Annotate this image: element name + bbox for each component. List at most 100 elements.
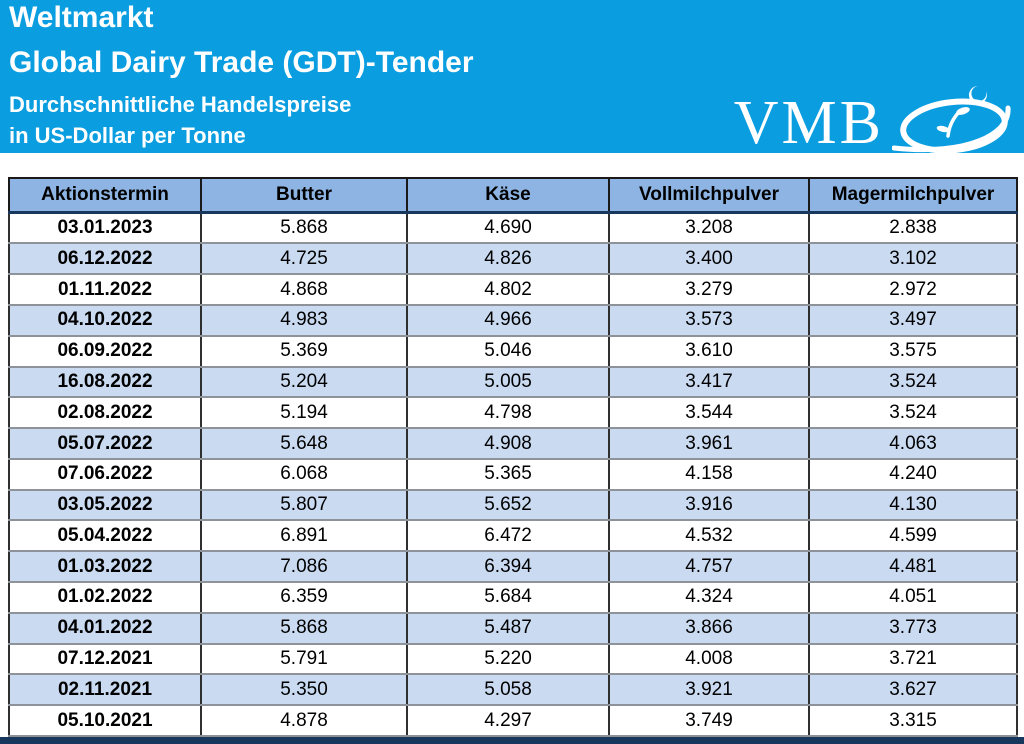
table-row: 07.12.2021 5.791 5.220 4.008 3.721	[8, 642, 1018, 676]
value-cell: 5.369	[200, 334, 408, 368]
date-cell: 06.12.2022	[8, 242, 202, 276]
value-cell: 3.417	[608, 365, 810, 399]
value-cell: 3.524	[808, 396, 1018, 430]
value-cell: 7.086	[200, 550, 408, 584]
date-cell: 01.03.2022	[8, 550, 202, 584]
value-cell: 6.394	[406, 550, 610, 584]
value-cell: 4.878	[200, 704, 408, 737]
value-cell: 3.524	[808, 365, 1018, 399]
date-cell: 05.07.2022	[8, 427, 202, 460]
value-cell: 4.532	[608, 519, 810, 553]
value-cell: 3.921	[608, 673, 810, 707]
value-cell: 3.400	[608, 242, 810, 276]
title-gdt-tender: Global Dairy Trade (GDT)-Tender	[9, 46, 474, 79]
value-cell: 4.599	[808, 519, 1018, 553]
table-row: 04.01.2022 5.868 5.487 3.866 3.773	[8, 611, 1018, 645]
table-row: 07.06.2022 6.068 5.365 4.158 4.240	[8, 457, 1018, 491]
column-header-aktionstermin: Aktionstermin	[8, 178, 202, 214]
value-cell: 3.573	[608, 303, 810, 337]
value-cell: 3.315	[808, 704, 1018, 737]
value-cell: 3.610	[608, 334, 810, 368]
value-cell: 3.773	[808, 611, 1018, 645]
value-cell: 4.008	[608, 642, 810, 676]
value-cell: 3.497	[808, 303, 1018, 337]
value-cell: 4.690	[406, 210, 610, 245]
value-cell: 3.208	[608, 210, 810, 245]
value-cell: 5.005	[406, 365, 610, 399]
column-header-magermilchpulver: Magermilchpulver	[808, 178, 1018, 214]
table-row: 06.09.2022 5.369 5.046 3.610 3.575	[8, 334, 1018, 368]
value-cell: 4.240	[808, 457, 1018, 491]
value-cell: 5.220	[406, 642, 610, 676]
value-cell: 5.868	[200, 611, 408, 645]
value-cell: 4.297	[406, 704, 610, 737]
value-cell: 2.838	[808, 210, 1018, 245]
date-cell: 01.11.2022	[8, 273, 202, 306]
date-cell: 03.05.2022	[8, 488, 202, 522]
date-cell: 16.08.2022	[8, 365, 202, 399]
value-cell: 3.544	[608, 396, 810, 430]
table-row: 01.03.2022 7.086 6.394 4.757 4.481	[8, 550, 1018, 584]
value-cell: 3.627	[808, 673, 1018, 707]
value-cell: 4.868	[200, 273, 408, 306]
value-cell: 3.866	[608, 611, 810, 645]
bottom-bar	[0, 737, 1024, 744]
value-cell: 4.063	[808, 427, 1018, 460]
value-cell: 5.791	[200, 642, 408, 676]
table-row: 16.08.2022 5.204 5.005 3.417 3.524	[8, 365, 1018, 399]
value-cell: 3.961	[608, 427, 810, 460]
date-cell: 07.12.2021	[8, 642, 202, 676]
table-row: 05.04.2022 6.891 6.472 4.532 4.599	[8, 519, 1018, 553]
value-cell: 5.487	[406, 611, 610, 645]
table-row: 06.12.2022 4.725 4.826 3.400 3.102	[8, 242, 1018, 276]
value-cell: 4.158	[608, 457, 810, 491]
vmb-logo: VMB	[734, 84, 1014, 162]
value-cell: 4.802	[406, 273, 610, 306]
value-cell: 5.350	[200, 673, 408, 707]
vmb-logo-text: VMB	[733, 89, 884, 157]
value-cell: 5.648	[200, 427, 408, 460]
vmb-logo-ellipse-icon	[892, 85, 1011, 154]
value-cell: 5.046	[406, 334, 610, 368]
header-banner: Weltmarkt Global Dairy Trade (GDT)-Tende…	[0, 0, 1024, 154]
date-cell: 02.11.2021	[8, 673, 202, 707]
value-cell: 3.102	[808, 242, 1018, 276]
value-cell: 6.068	[200, 457, 408, 491]
date-cell: 05.10.2021	[8, 704, 202, 737]
value-cell: 4.908	[406, 427, 610, 460]
table-row: 05.07.2022 5.648 4.908 3.961 4.063	[8, 427, 1018, 460]
subtitle-handelspreise: Durchschnittliche Handelspreise	[9, 92, 352, 117]
value-cell: 4.130	[808, 488, 1018, 522]
value-cell: 3.749	[608, 704, 810, 737]
value-cell: 5.807	[200, 488, 408, 522]
value-cell: 5.652	[406, 488, 610, 522]
value-cell: 4.324	[608, 581, 810, 614]
value-cell: 4.757	[608, 550, 810, 584]
value-cell: 5.204	[200, 365, 408, 399]
gdt-price-table: Aktionstermin Butter Käse Vollmilchpulve…	[8, 177, 1018, 737]
value-cell: 6.359	[200, 581, 408, 614]
date-cell: 04.10.2022	[8, 303, 202, 337]
table-row: 01.11.2022 4.868 4.802 3.279 2.972	[8, 273, 1018, 306]
table-row: 03.01.2023 5.868 4.690 3.208 2.838	[8, 210, 1018, 245]
column-header-butter: Butter	[200, 178, 408, 214]
value-cell: 5.684	[406, 581, 610, 614]
table-header-row: Aktionstermin Butter Käse Vollmilchpulve…	[8, 178, 1018, 214]
table-row: 02.08.2022 5.194 4.798 3.544 3.524	[8, 396, 1018, 430]
value-cell: 5.194	[200, 396, 408, 430]
value-cell: 4.983	[200, 303, 408, 337]
value-cell: 4.966	[406, 303, 610, 337]
value-cell: 4.725	[200, 242, 408, 276]
value-cell: 6.891	[200, 519, 408, 553]
value-cell: 5.058	[406, 673, 610, 707]
value-cell: 6.472	[406, 519, 610, 553]
value-cell: 2.972	[808, 273, 1018, 306]
table-header: Aktionstermin Butter Käse Vollmilchpulve…	[8, 178, 1018, 214]
value-cell: 4.826	[406, 242, 610, 276]
column-header-kaese: Käse	[406, 178, 610, 214]
value-cell: 4.798	[406, 396, 610, 430]
date-cell: 06.09.2022	[8, 334, 202, 368]
table-row: 01.02.2022 6.359 5.684 4.324 4.051	[8, 581, 1018, 614]
date-cell: 03.01.2023	[8, 210, 202, 245]
table-body: 03.01.2023 5.868 4.690 3.208 2.838 06.12.2022…	[8, 210, 1018, 737]
